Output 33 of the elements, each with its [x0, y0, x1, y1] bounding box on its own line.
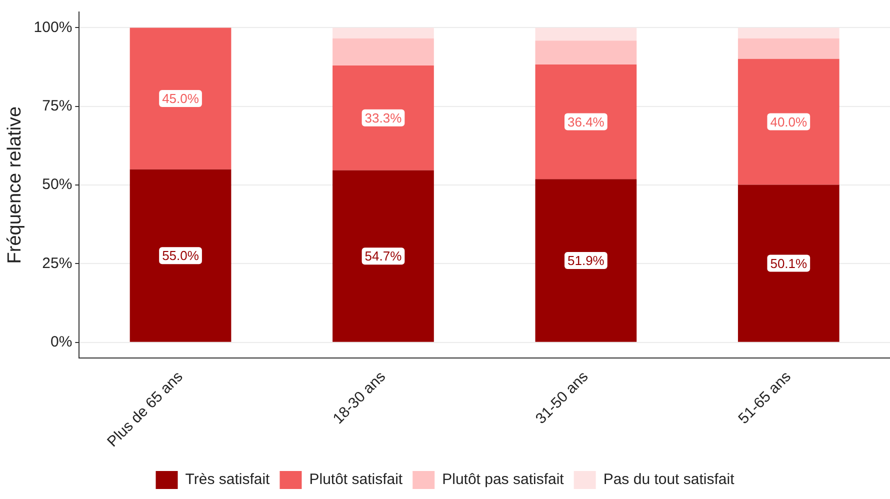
bar [535, 64, 637, 180]
data-label: 54.7% [364, 248, 402, 264]
legend-label: Plutôt pas satisfait [442, 471, 565, 488]
bar [332, 28, 434, 38]
data-label: 55.0% [162, 248, 200, 264]
bar [332, 170, 434, 342]
bar [130, 28, 232, 170]
bar [332, 38, 434, 66]
bar [130, 169, 232, 342]
y-tick-label: 50% [42, 176, 72, 194]
bar [738, 58, 840, 185]
y-tick-label: 75% [42, 98, 72, 115]
data-label: 50.1% [770, 256, 808, 271]
data-label: 51.9% [568, 253, 605, 268]
bar [535, 28, 637, 41]
bar [738, 38, 840, 59]
x-tick-label: Plus de 65 ans [104, 368, 186, 450]
y-tick-label: 100% [34, 18, 72, 36]
bar [332, 65, 434, 170]
legend-label: Pas du tout satisfait [603, 471, 736, 488]
bar [535, 40, 637, 65]
data-label: 45.0% [162, 91, 200, 106]
legend-label: Très satisfait [185, 471, 271, 488]
y-tick-label: 25% [42, 254, 72, 272]
data-label: 33.3% [364, 110, 402, 126]
bar [738, 184, 840, 342]
bar [535, 179, 637, 342]
data-label: 40.0% [770, 114, 808, 130]
bar [738, 28, 840, 38]
data-label: 36.4% [568, 114, 605, 130]
y-tick-label: 0% [50, 334, 72, 351]
legend-label: Plutôt satisfait [309, 471, 404, 488]
y-axis-title: Fréquence relative [4, 106, 26, 264]
